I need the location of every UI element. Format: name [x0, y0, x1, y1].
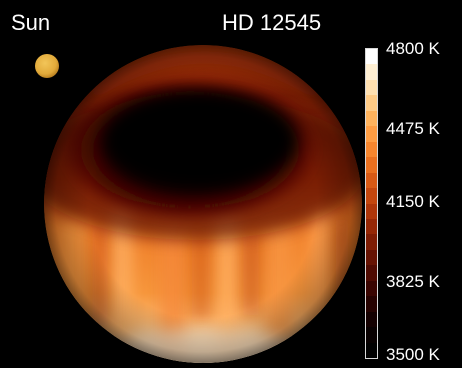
colorbar-step: [366, 157, 377, 174]
colorbar-step: [366, 280, 377, 298]
colorbar-tick-label: 3825 K: [386, 272, 440, 291]
temperature-colorbar: [365, 48, 378, 359]
colorbar-step: [366, 49, 377, 66]
colorbar-step: [366, 218, 377, 236]
colorbar-step: [366, 64, 377, 81]
colorbar-step: [366, 141, 377, 159]
colorbar-step: [366, 110, 377, 128]
colorbar-tick-label: 4475 K: [386, 119, 440, 138]
colorbar-step: [366, 79, 377, 97]
sun-disk: [35, 54, 59, 78]
colorbar-step: [366, 126, 377, 143]
star-disk: [44, 45, 362, 363]
colorbar-step: [366, 296, 377, 313]
star-name-label: HD 12545: [222, 10, 322, 35]
colorbar-tick-label: 4150 K: [386, 192, 440, 211]
colorbar-step: [366, 249, 377, 267]
colorbar-step: [366, 172, 377, 189]
colorbar-step: [366, 203, 377, 220]
colorbar-step: [366, 342, 377, 358]
colorbar-step: [366, 265, 377, 282]
colorbar-tick-label: 3500 K: [386, 345, 440, 364]
colorbar-step: [366, 234, 377, 251]
colorbar-step: [366, 311, 377, 329]
colorbar-tick-label: 4800 K: [386, 39, 440, 58]
sun-label: Sun: [11, 10, 51, 35]
colorbar-step: [366, 95, 377, 112]
colorbar-step: [366, 188, 377, 205]
colorbar-step: [366, 327, 377, 344]
